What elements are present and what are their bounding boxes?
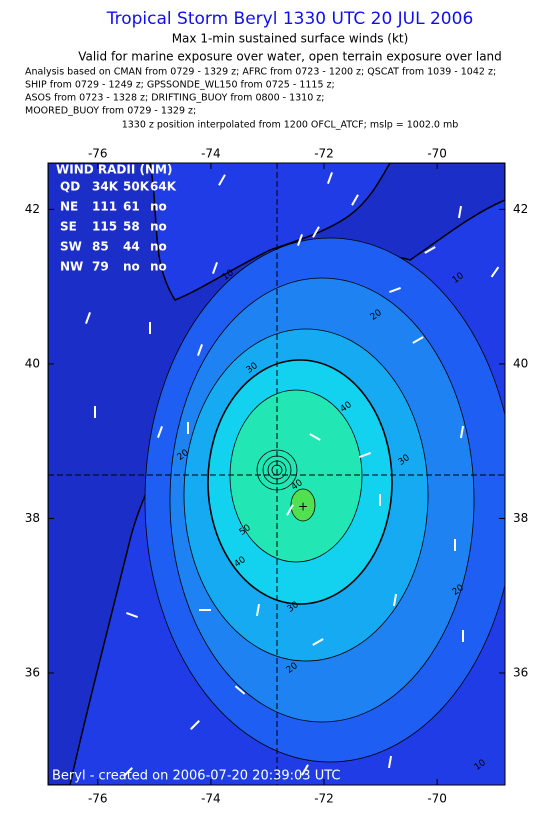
wind-barb bbox=[351, 194, 359, 206]
footer: Beryl - created on 2006-07-20 20:39:03 U… bbox=[52, 769, 340, 784]
table-cell: 79 bbox=[92, 260, 109, 274]
subtitle: Max 1-min sustained surface winds (kt) bbox=[172, 32, 409, 46]
table-header: 34K bbox=[92, 180, 119, 194]
y-tick-label: 42 bbox=[25, 202, 40, 216]
wind-barb bbox=[424, 246, 436, 254]
table-cell: SE bbox=[60, 220, 77, 234]
position-note: 1330 z position interpolated from 1200 O… bbox=[122, 120, 459, 131]
table-header: 50K bbox=[123, 180, 150, 194]
table-cell: no bbox=[150, 200, 167, 214]
wind-barb bbox=[301, 764, 309, 776]
wind-barb bbox=[123, 767, 133, 777]
wind-barbs bbox=[85, 172, 500, 777]
analysis-line: MOORED_BUOY from 0729 - 1329 z; bbox=[25, 106, 196, 117]
wind-barb bbox=[126, 612, 138, 618]
wind-barb bbox=[218, 174, 226, 186]
wind-barb bbox=[286, 504, 294, 516]
wind-barb bbox=[212, 262, 218, 274]
y-tick-label: 40 bbox=[25, 356, 40, 370]
wind-barb bbox=[459, 425, 465, 439]
y-tick-label: 38 bbox=[513, 511, 528, 525]
validity: Valid for marine exposure over water, op… bbox=[78, 50, 502, 64]
table-cell: 85 bbox=[92, 240, 109, 254]
wind-barb bbox=[197, 344, 203, 356]
wind-barb bbox=[412, 336, 424, 344]
wind-barb bbox=[327, 172, 333, 184]
table-cell: no bbox=[150, 260, 167, 274]
x-tick-label: -76 bbox=[88, 147, 108, 161]
x-tick-label: -76 bbox=[88, 792, 108, 806]
y-tick-label: 36 bbox=[25, 665, 40, 679]
wind-barb bbox=[457, 205, 463, 219]
analysis-line: ASOS from 0723 - 1328 z; DRIFTING_BUOY f… bbox=[25, 93, 324, 104]
table-cell: no bbox=[150, 240, 167, 254]
table-cell: NW bbox=[60, 260, 83, 274]
table-header: 64K bbox=[150, 180, 177, 194]
wind-barb bbox=[312, 638, 324, 646]
table-cell: 115 bbox=[92, 220, 117, 234]
x-tick-label: -72 bbox=[314, 147, 334, 161]
table-cell: no bbox=[123, 260, 140, 274]
x-tick-label: -70 bbox=[427, 792, 447, 806]
wind-barb bbox=[490, 266, 500, 278]
table-cell: 61 bbox=[123, 200, 140, 214]
x-tick-label: -70 bbox=[427, 147, 447, 161]
table-cell: NE bbox=[60, 200, 78, 214]
x-tick-label: -74 bbox=[201, 147, 221, 161]
center-marker: + bbox=[298, 500, 308, 514]
table-cell: 58 bbox=[123, 220, 140, 234]
x-tick-label: -72 bbox=[314, 792, 334, 806]
table-cell: no bbox=[150, 220, 167, 234]
wind-barb bbox=[387, 755, 393, 769]
y-tick-label: 36 bbox=[513, 665, 528, 679]
wind-barb bbox=[312, 226, 320, 238]
x-tick-label: -74 bbox=[201, 792, 221, 806]
table-cell: 44 bbox=[123, 240, 140, 254]
wind-barb bbox=[234, 685, 246, 695]
y-tick-label: 40 bbox=[513, 356, 528, 370]
wind-barb bbox=[255, 603, 261, 617]
wind-barb bbox=[297, 234, 303, 246]
wind-barb bbox=[309, 433, 321, 441]
table-header: QD bbox=[60, 180, 80, 194]
analysis-line: Analysis based on CMAN from 0729 - 1329 … bbox=[25, 67, 496, 78]
title: Tropical Storm Beryl 1330 UTC 20 JUL 200… bbox=[106, 9, 474, 29]
y-tick-label: 42 bbox=[513, 202, 528, 216]
analysis-line: SHIP from 0729 - 1249 z; GPSSONDE_WL150 … bbox=[25, 80, 335, 91]
wind-barb bbox=[157, 426, 163, 438]
wind-barb bbox=[389, 287, 401, 293]
wind-barb bbox=[392, 593, 398, 607]
wind-barb bbox=[190, 720, 200, 730]
frame bbox=[47, 162, 506, 786]
table-cell: SW bbox=[60, 240, 82, 254]
wind-barb bbox=[85, 312, 91, 324]
wind-barb bbox=[359, 452, 371, 458]
wind-radii-table: WIND RADII (NM) QD 34K 50K 64K NE 111 61 no SE 115… bbox=[56, 163, 177, 274]
table-title: WIND RADII (NM) bbox=[56, 163, 172, 177]
y-tick-label: 38 bbox=[25, 511, 40, 525]
table-cell: 111 bbox=[92, 200, 117, 214]
